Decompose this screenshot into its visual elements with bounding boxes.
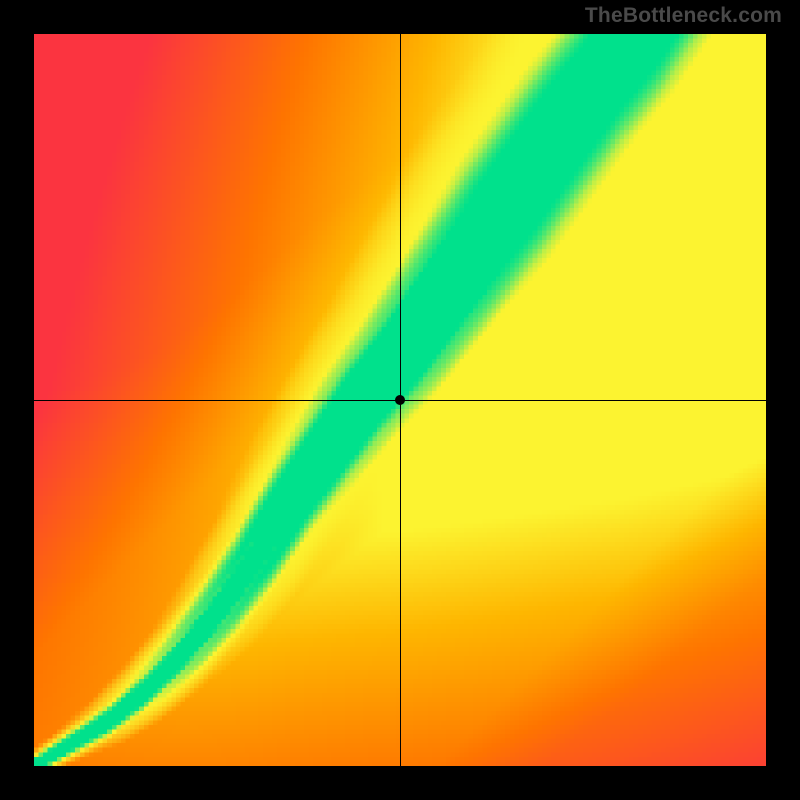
chart-frame: TheBottleneck.com <box>0 0 800 800</box>
plot-area <box>34 34 766 766</box>
attribution-text: TheBottleneck.com <box>585 4 782 28</box>
crosshair-marker <box>395 395 405 405</box>
